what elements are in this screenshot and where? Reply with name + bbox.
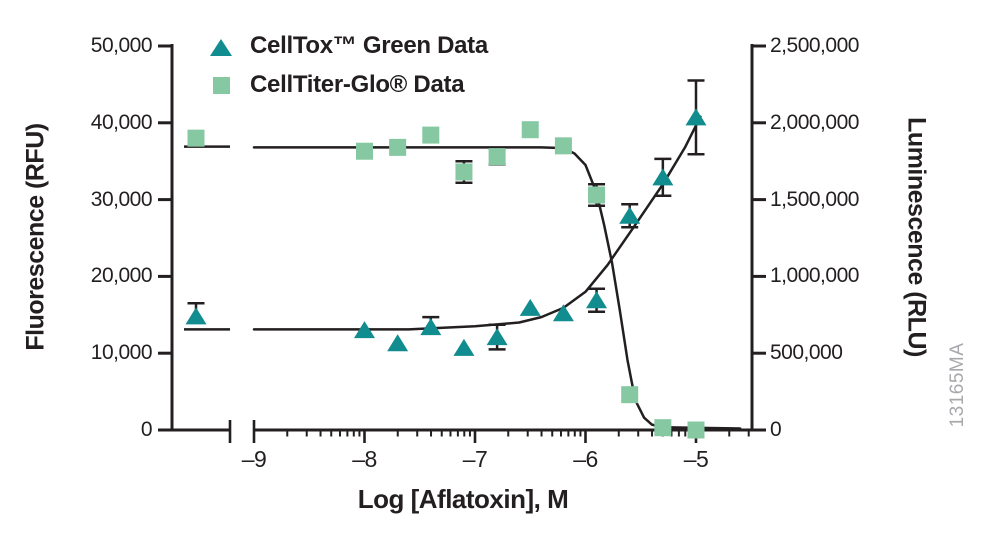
data-point-celltiter-glo — [488, 148, 506, 166]
data-point-celltiter-glo — [389, 138, 407, 156]
y-left-tick-label: 30,000 — [90, 187, 153, 211]
y-left-tick-label: 20,000 — [90, 264, 153, 288]
data-point-celltox-green — [552, 304, 574, 322]
data-point-celltox-green — [453, 338, 475, 356]
x-tick-label: –9 — [241, 446, 267, 472]
data-point-celltox-green — [586, 291, 608, 309]
fit-curve-celltiter — [252, 146, 742, 430]
figure-number-watermark: 13165MA — [947, 342, 968, 428]
y-left-tick-label: 40,000 — [90, 110, 153, 134]
data-point-celltox-green — [387, 334, 409, 352]
y-right-tick-label: 500,000 — [770, 341, 843, 365]
data-point-celltox-green — [519, 298, 541, 316]
axes — [170, 44, 754, 432]
data-point-celltiter-glo — [588, 186, 606, 204]
legend-triangle-icon — [210, 39, 232, 56]
y-right-tick-label: 1,000,000 — [770, 264, 859, 288]
data-point-celltiter-glo — [687, 421, 705, 439]
data-point-celltiter-glo — [455, 163, 473, 181]
data-point-celltiter-glo — [521, 121, 539, 139]
x-tick-label: –6 — [573, 446, 598, 472]
data-point-celltox-green — [685, 108, 707, 126]
x-tick-label: –7 — [462, 446, 488, 472]
y-axis-title-left: Fluorescence (RFU) — [21, 123, 50, 351]
data-point-celltox-green — [420, 318, 442, 336]
data-point-celltiter-glo — [621, 386, 639, 404]
data-point-celltox-green — [185, 307, 207, 325]
y-right-tick-label: 2,000,000 — [770, 110, 859, 134]
y-axis-title-right: Luminescence (RLU) — [902, 117, 931, 357]
data-point-celltiter-glo — [422, 126, 440, 144]
data-point-celltiter-glo — [187, 129, 205, 147]
data-point-celltox-green — [619, 206, 641, 224]
y-left-tick-label: 0 — [140, 418, 153, 441]
x-tick-label: –5 — [683, 446, 709, 472]
y-right-tick-label: 1,500,000 — [770, 187, 859, 211]
y-left-tick-label: 50,000 — [90, 34, 153, 57]
x-tick-label: –8 — [352, 446, 377, 472]
data-point-celltiter-glo — [554, 137, 572, 155]
legend-label-celltox: CellTox™ Green Data — [250, 32, 488, 59]
data-point-celltox-green — [354, 321, 375, 339]
data-point-celltox-green — [486, 328, 508, 346]
legend-square-icon — [213, 77, 230, 94]
data-point-celltox-green — [652, 168, 674, 186]
legend-label-celltiter: CellTiter-Glo® Data — [250, 71, 465, 98]
x-axis-title: Log [Aflatoxin], M — [357, 484, 569, 514]
data-point-celltiter-glo — [356, 142, 373, 160]
y-left-tick-label: 10,000 — [90, 341, 153, 365]
y-right-tick-label: 2,500,000 — [770, 34, 859, 57]
data-point-celltiter-glo — [654, 419, 672, 437]
y-right-tick-label: 0 — [770, 418, 782, 441]
